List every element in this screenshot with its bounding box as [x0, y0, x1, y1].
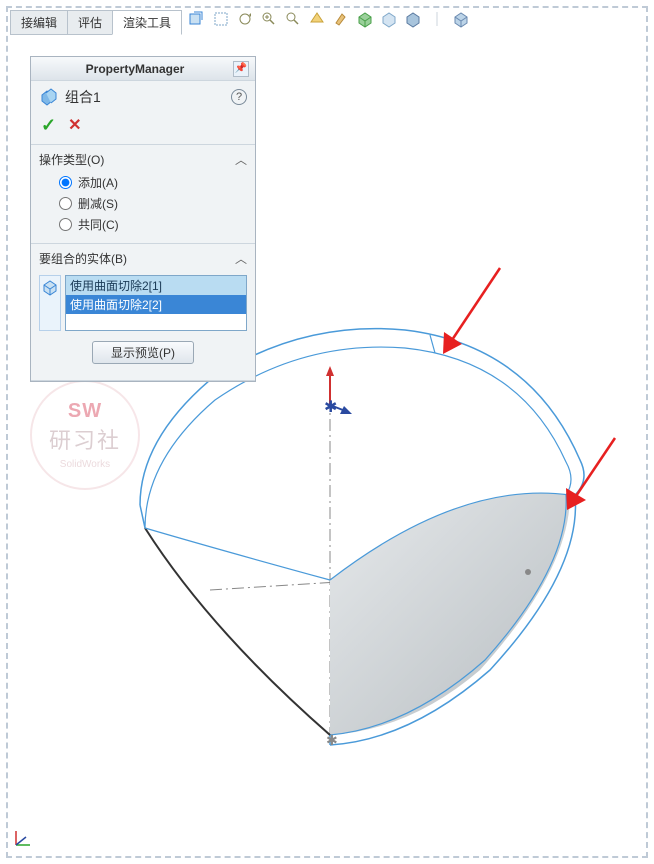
- heads-up-toolbar: [188, 10, 470, 28]
- radio-subtract-input[interactable]: [59, 197, 72, 210]
- chevron-up-icon: ︿: [235, 250, 247, 267]
- radio-add[interactable]: 添加(A): [59, 172, 247, 193]
- ok-button[interactable]: ✓: [41, 115, 56, 136]
- bodies-icon: [39, 275, 61, 331]
- toolbar-separator: [428, 10, 446, 28]
- edit-appearance-icon[interactable]: [404, 10, 422, 28]
- zoom-fit-icon[interactable]: [188, 10, 206, 28]
- section-operation-header[interactable]: 操作类型(O) ︿: [39, 151, 247, 172]
- svg-text:✱: ✱: [326, 732, 338, 748]
- tab-render-tools[interactable]: 渲染工具: [112, 10, 182, 35]
- menubar: 接编辑 评估 渲染工具: [10, 10, 182, 35]
- triad-icon: [12, 827, 34, 852]
- panel-header: PropertyManager 📌: [31, 57, 255, 81]
- bodies-listbox-row: 使用曲面切除2[1] 使用曲面切除2[2]: [39, 275, 247, 331]
- feature-name: 组合1: [65, 87, 225, 107]
- zoom-area-icon[interactable]: [212, 10, 230, 28]
- list-item[interactable]: 使用曲面切除2[2]: [66, 295, 246, 314]
- radio-subtract-label: 删减(S): [78, 195, 118, 212]
- zoom-select-icon[interactable]: [284, 10, 302, 28]
- bodies-listbox[interactable]: 使用曲面切除2[1] 使用曲面切除2[2]: [65, 275, 247, 331]
- display-style-icon[interactable]: [356, 10, 374, 28]
- chevron-up-icon: ︿: [235, 151, 247, 168]
- operation-radio-group: 添加(A) 删减(S) 共同(C): [39, 172, 247, 235]
- radio-subtract[interactable]: 删减(S): [59, 193, 247, 214]
- radio-common-input[interactable]: [59, 218, 72, 231]
- radio-common-label: 共同(C): [78, 216, 119, 233]
- appearances-icon[interactable]: [332, 10, 350, 28]
- section-operation-type: 操作类型(O) ︿ 添加(A) 删减(S) 共同(C): [31, 145, 255, 244]
- section-operation-title: 操作类型(O): [39, 151, 104, 168]
- tab-direct-edit[interactable]: 接编辑: [10, 10, 67, 35]
- zoom-in-icon[interactable]: [260, 10, 278, 28]
- rotate-view-icon[interactable]: [236, 10, 254, 28]
- section-view-icon[interactable]: [308, 10, 326, 28]
- cancel-button[interactable]: ✕: [68, 115, 81, 136]
- help-icon[interactable]: ?: [231, 89, 247, 105]
- property-manager-panel: PropertyManager 📌 组合1 ? ✓ ✕ 操作类型(O) ︿ 添加…: [30, 56, 256, 382]
- combine-feature-icon: [39, 87, 59, 107]
- svg-text:✱: ✱: [324, 399, 337, 416]
- list-item[interactable]: 使用曲面切除2[1]: [66, 276, 246, 295]
- view-orientation-icon[interactable]: [452, 10, 470, 28]
- radio-add-label: 添加(A): [78, 174, 118, 191]
- hide-show-icon[interactable]: [380, 10, 398, 28]
- preview-row: 显示预览(P): [39, 331, 247, 372]
- pin-icon[interactable]: 📌: [233, 61, 249, 77]
- section-bodies-title: 要组合的实体(B): [39, 250, 127, 267]
- section-bodies: 要组合的实体(B) ︿ 使用曲面切除2[1] 使用曲面切除2[2] 显示预览(P…: [31, 244, 255, 381]
- tab-evaluate[interactable]: 评估: [67, 10, 112, 35]
- confirm-row: ✓ ✕: [31, 113, 255, 145]
- show-preview-button[interactable]: 显示预览(P): [92, 341, 194, 364]
- radio-common[interactable]: 共同(C): [59, 214, 247, 235]
- panel-header-title: PropertyManager: [37, 62, 233, 76]
- feature-title-row: 组合1 ?: [31, 81, 255, 113]
- section-bodies-header[interactable]: 要组合的实体(B) ︿: [39, 250, 247, 271]
- radio-add-input[interactable]: [59, 176, 72, 189]
